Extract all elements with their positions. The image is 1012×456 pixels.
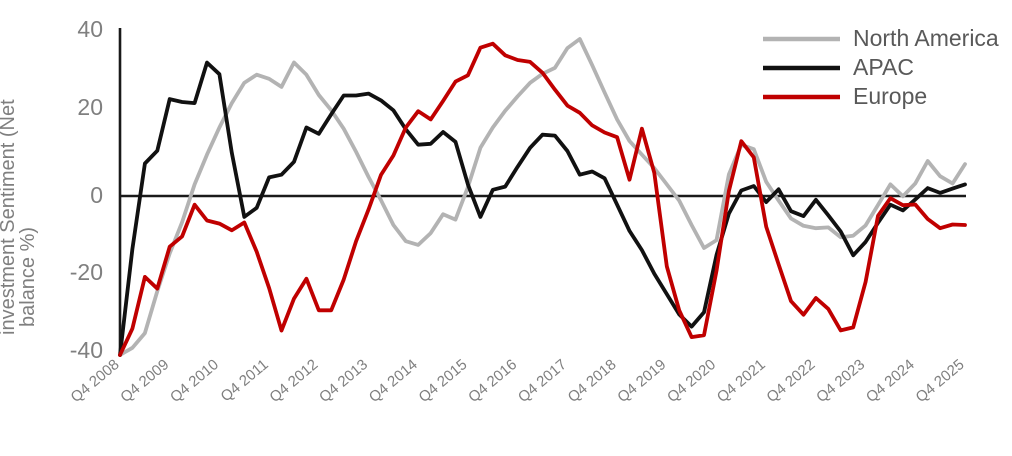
svg-text:Q4 2017: Q4 2017: [515, 356, 570, 406]
svg-text:Q4 2013: Q4 2013: [316, 356, 371, 406]
svg-text:Q4 2024: Q4 2024: [863, 356, 918, 406]
svg-text:Q4 2025: Q4 2025: [913, 356, 968, 406]
svg-text:Q4 2012: Q4 2012: [266, 356, 321, 406]
svg-text:20: 20: [77, 94, 103, 120]
svg-text:Q4 2016: Q4 2016: [465, 356, 520, 406]
svg-text:0: 0: [90, 182, 103, 208]
svg-text:Q4 2018: Q4 2018: [565, 356, 620, 406]
svg-text:-40: -40: [70, 337, 103, 363]
svg-text:APAC: APAC: [853, 54, 914, 80]
svg-text:Q4 2015: Q4 2015: [416, 356, 471, 406]
svg-text:balance %): balance %): [17, 227, 39, 327]
svg-text:North America: North America: [853, 25, 999, 51]
svg-text:Q4 2019: Q4 2019: [614, 356, 669, 406]
svg-text:Q4 2021: Q4 2021: [714, 356, 769, 406]
svg-text:Q4 2014: Q4 2014: [366, 356, 421, 406]
svg-text:Q4 2009: Q4 2009: [117, 356, 172, 406]
svg-text:Q4 2011: Q4 2011: [218, 356, 272, 405]
svg-text:Q4 2020: Q4 2020: [664, 356, 719, 406]
svg-text:40: 40: [77, 16, 103, 42]
svg-text:Europe: Europe: [853, 83, 927, 109]
svg-text:Q4 2008: Q4 2008: [68, 356, 123, 406]
svg-text:Q4 2022: Q4 2022: [763, 356, 818, 406]
svg-text:Q4 2010: Q4 2010: [167, 356, 222, 406]
svg-text:Q4 2023: Q4 2023: [813, 356, 868, 406]
svg-text:-20: -20: [70, 259, 103, 285]
